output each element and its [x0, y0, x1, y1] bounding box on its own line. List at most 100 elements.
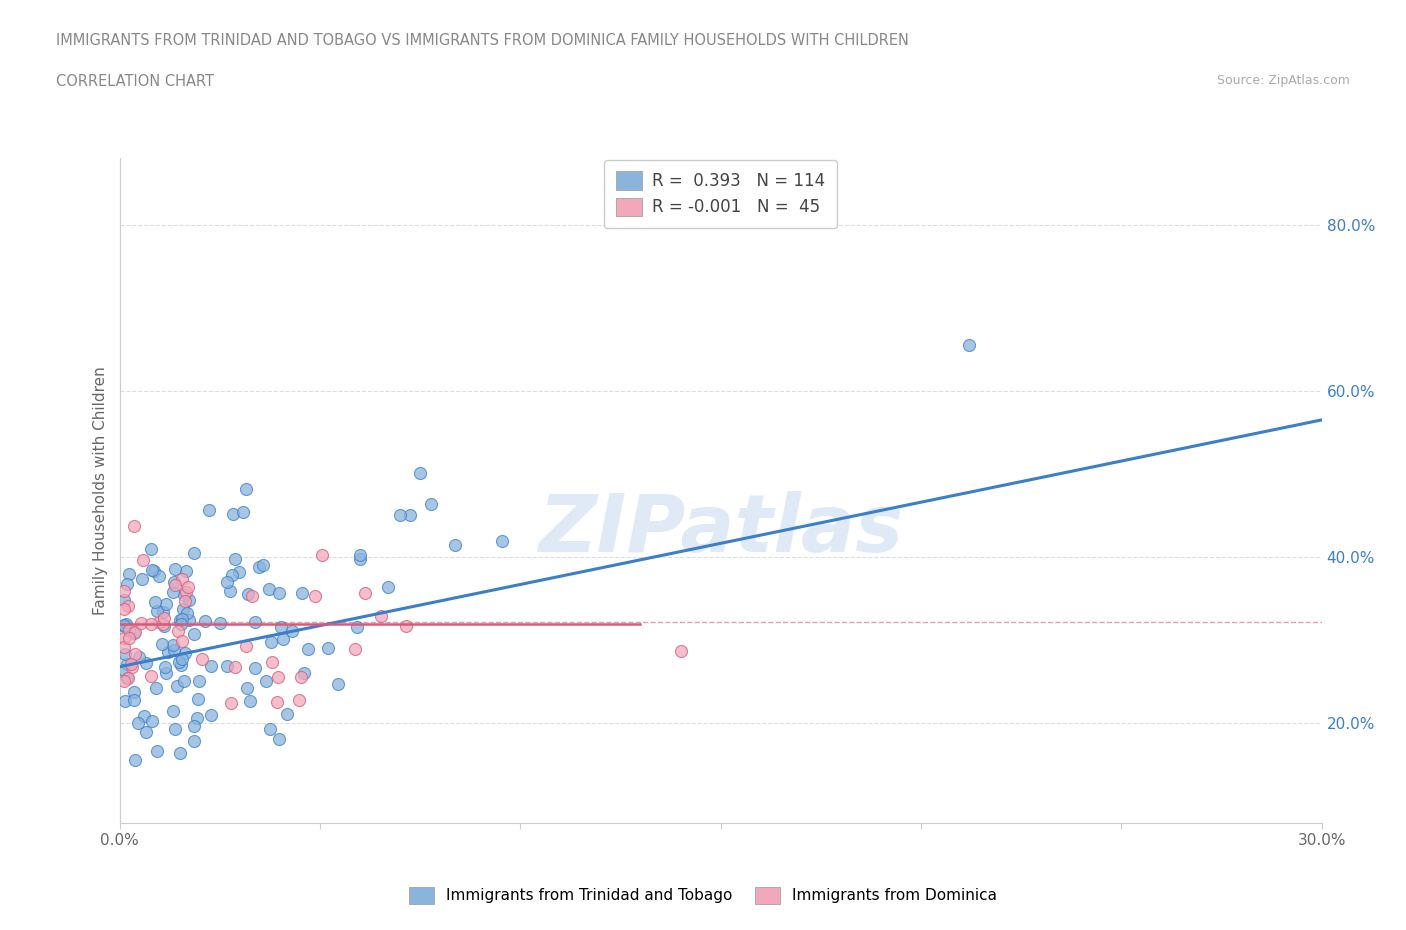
Y-axis label: Family Households with Children: Family Households with Children — [93, 366, 108, 615]
Point — [169, 613, 191, 628]
Point — [232, 504, 254, 519]
Text: Source: ZipAtlas.com: Source: ZipAtlas.com — [1216, 74, 1350, 87]
Point — [148, 569, 170, 584]
Point — [143, 594, 166, 609]
Point — [291, 586, 314, 601]
Point — [139, 617, 162, 631]
Point — [115, 577, 138, 591]
Point — [115, 671, 138, 685]
Point — [395, 618, 418, 633]
Point — [129, 616, 152, 631]
Point — [117, 671, 139, 685]
Point — [152, 617, 174, 631]
Point — [444, 538, 467, 552]
Point — [122, 693, 145, 708]
Point — [170, 652, 193, 667]
Point — [217, 575, 239, 590]
Point — [127, 716, 149, 731]
Point — [122, 684, 145, 699]
Point — [270, 619, 292, 634]
Point — [276, 707, 298, 722]
Point — [228, 565, 250, 579]
Point — [243, 660, 266, 675]
Point — [224, 659, 246, 674]
Point — [112, 663, 135, 678]
Point — [240, 589, 263, 604]
Point — [122, 518, 145, 533]
Point — [183, 734, 205, 749]
Point — [166, 679, 188, 694]
Point — [117, 598, 139, 613]
Point — [112, 592, 135, 607]
Point — [281, 624, 304, 639]
Point — [135, 656, 157, 671]
Point — [141, 563, 163, 578]
Point — [124, 752, 146, 767]
Point — [128, 650, 150, 665]
Point — [112, 673, 135, 688]
Point — [297, 641, 319, 656]
Point — [114, 694, 136, 709]
Point — [179, 592, 201, 607]
Point — [121, 660, 143, 675]
Point — [183, 546, 205, 561]
Point — [491, 533, 513, 548]
Text: CORRELATION CHART: CORRELATION CHART — [56, 74, 214, 89]
Point — [112, 584, 135, 599]
Point — [118, 622, 141, 637]
Point — [112, 619, 135, 634]
Point — [114, 646, 136, 661]
Point — [304, 588, 326, 603]
Point — [155, 666, 177, 681]
Point — [370, 609, 392, 624]
Point — [420, 497, 443, 512]
Point — [124, 625, 146, 640]
Point — [163, 575, 186, 590]
Point — [221, 568, 243, 583]
Point — [292, 665, 315, 680]
Point — [148, 615, 170, 630]
Point — [162, 584, 184, 599]
Point — [177, 579, 200, 594]
Point — [254, 673, 277, 688]
Point — [247, 559, 270, 574]
Point — [209, 615, 232, 630]
Point — [219, 583, 242, 598]
Point — [174, 564, 197, 578]
Point — [162, 703, 184, 718]
Point — [266, 695, 288, 710]
Point — [349, 548, 371, 563]
Point — [141, 713, 163, 728]
Point — [117, 657, 139, 671]
Point — [236, 681, 259, 696]
Point — [328, 677, 350, 692]
Point — [170, 617, 193, 631]
Point — [262, 655, 284, 670]
Point — [243, 615, 266, 630]
Point — [377, 580, 399, 595]
Point — [145, 680, 167, 695]
Legend: Immigrants from Trinidad and Tobago, Immigrants from Dominica: Immigrants from Trinidad and Tobago, Imm… — [402, 879, 1004, 911]
Point — [191, 652, 214, 667]
Point — [118, 566, 141, 581]
Point — [162, 638, 184, 653]
Point — [957, 338, 980, 352]
Point — [153, 610, 176, 625]
Point — [112, 631, 135, 645]
Point — [183, 626, 205, 641]
Text: IMMIGRANTS FROM TRINIDAD AND TOBAGO VS IMMIGRANTS FROM DOMINICA FAMILY HOUSEHOLD: IMMIGRANTS FROM TRINIDAD AND TOBAGO VS I… — [56, 33, 910, 47]
Point — [186, 711, 208, 725]
Point — [257, 582, 280, 597]
Point — [259, 721, 281, 736]
Point — [165, 562, 187, 577]
Point — [152, 604, 174, 619]
Point — [269, 732, 291, 747]
Point — [132, 709, 155, 724]
Point — [169, 746, 191, 761]
Point — [290, 670, 312, 684]
Point — [346, 619, 368, 634]
Point — [409, 466, 432, 481]
Point — [174, 585, 197, 600]
Point — [219, 696, 242, 711]
Point — [170, 612, 193, 627]
